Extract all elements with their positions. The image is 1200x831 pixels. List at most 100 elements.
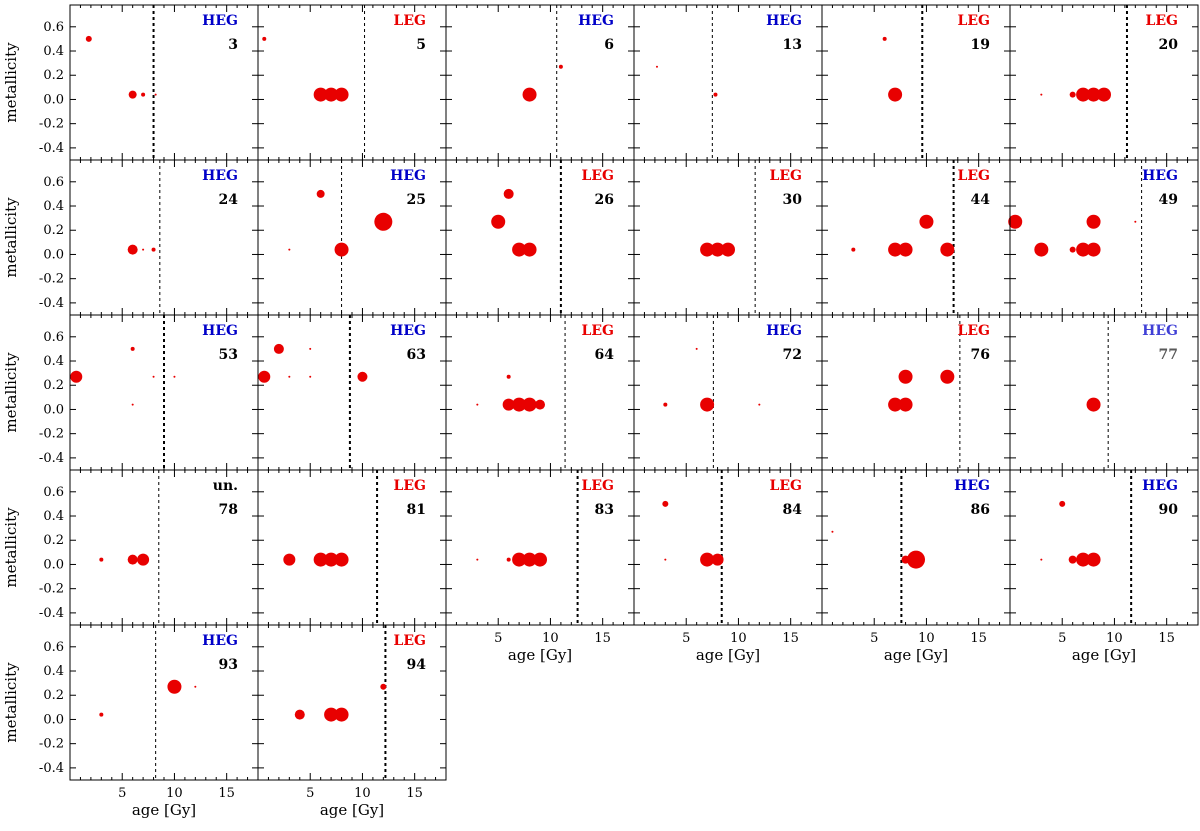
data-point	[522, 87, 537, 102]
panel-53: HEG 53 -0.4 -0.2 0.0 0.2 0.4 0.6 metallicity	[2, 314, 259, 471]
y-tick-label: 0.0	[43, 92, 64, 107]
galaxy-id-label: 25	[407, 192, 426, 208]
x-tick-label: 10	[918, 631, 935, 646]
galaxy-class-label: LEG	[394, 633, 426, 649]
data-point	[512, 552, 527, 567]
data-point	[258, 370, 271, 383]
panel-3: HEG 3 -0.4 -0.2 0.0 0.2 0.4 0.6 metallicity	[2, 4, 259, 161]
panel-78: un. 78 -0.4 -0.2 0.0 0.2 0.4 0.6 metallicity	[2, 469, 259, 626]
data-point	[167, 679, 182, 694]
data-point	[700, 552, 715, 567]
galaxy-class-label: LEG	[394, 478, 426, 494]
data-point	[151, 247, 156, 252]
y-tick-label: -0.4	[39, 141, 64, 156]
data-point	[380, 683, 387, 690]
panel-83: LEG 83 5 10 15 age [Gy]	[445, 469, 635, 664]
x-tick-label: 15	[594, 631, 611, 646]
data-point	[288, 375, 291, 378]
panel-84: LEG 84 5 10 15 age [Gy]	[633, 469, 823, 664]
data-point	[1059, 500, 1066, 507]
y-tick-label: 0.2	[43, 688, 64, 703]
data-point	[1086, 242, 1101, 257]
data-point	[476, 403, 479, 406]
data-point	[940, 242, 955, 257]
y-tick-label: 0.6	[43, 640, 64, 655]
galaxy-class-label: LEG	[958, 168, 990, 184]
galaxy-class-label: LEG	[394, 13, 426, 29]
data-point	[1086, 552, 1101, 567]
data-point	[85, 35, 92, 42]
data-point	[334, 242, 349, 257]
data-point	[1076, 552, 1091, 567]
data-point	[898, 369, 913, 384]
galaxy-class-label: HEG	[1142, 478, 1178, 494]
data-point	[1076, 242, 1091, 257]
data-point	[283, 553, 296, 566]
y-axis-title: metallicity	[2, 197, 20, 278]
x-tick-label: 15	[406, 786, 423, 801]
y-tick-label: 0.2	[43, 68, 64, 83]
data-point	[700, 397, 715, 412]
panel-63: HEG 63	[257, 314, 447, 471]
data-point	[522, 242, 537, 257]
data-point	[831, 530, 834, 533]
galaxy-class-label: HEG	[1142, 323, 1178, 339]
data-point	[1097, 87, 1111, 102]
data-point	[502, 398, 515, 411]
panel-81: LEG 81	[257, 469, 447, 626]
data-point	[1086, 214, 1101, 229]
x-tick-label: 5	[682, 631, 690, 646]
galaxy-id-label: 63	[407, 347, 426, 363]
panel-26: LEG 26	[445, 159, 635, 316]
x-tick-label: 5	[306, 786, 314, 801]
data-point	[309, 347, 312, 350]
data-point	[127, 554, 138, 565]
data-point	[898, 397, 913, 412]
panel-64: LEG 64	[445, 314, 635, 471]
galaxy-id-label: 26	[595, 192, 614, 208]
y-axis-title: metallicity	[2, 662, 20, 743]
data-point	[309, 375, 312, 378]
galaxy-id-label: 81	[407, 502, 426, 518]
y-tick-label: 0.4	[43, 44, 64, 59]
y-tick-label: -0.4	[39, 761, 64, 776]
y-tick-label: 0.0	[43, 712, 64, 727]
data-point	[262, 36, 267, 41]
x-tick-label: 15	[1158, 631, 1175, 646]
data-point	[173, 375, 176, 378]
y-tick-label: -0.4	[39, 296, 64, 311]
data-point	[535, 399, 545, 410]
x-axis-title: age [Gy]	[132, 801, 196, 819]
data-point	[476, 558, 479, 561]
data-point	[374, 212, 393, 231]
galaxy-class-label: HEG	[202, 323, 238, 339]
panel-49: HEG 49	[1008, 159, 1199, 316]
x-axis-title: age [Gy]	[320, 801, 384, 819]
data-point	[334, 552, 349, 567]
x-tick-label: 10	[1106, 631, 1123, 646]
data-point	[324, 87, 339, 102]
y-tick-label: -0.2	[39, 737, 64, 752]
data-point	[99, 557, 104, 562]
x-tick-label: 15	[218, 786, 235, 801]
y-tick-label: -0.2	[39, 117, 64, 132]
galaxy-id-label: 86	[971, 502, 990, 518]
data-point	[288, 248, 291, 251]
data-point	[142, 248, 145, 251]
data-point	[194, 685, 197, 688]
galaxy-class-label: HEG	[578, 13, 614, 29]
y-tick-label: 0.0	[43, 247, 64, 262]
galaxy-class-label: LEG	[770, 478, 802, 494]
y-tick-label: 0.6	[43, 330, 64, 345]
data-point	[882, 36, 887, 41]
data-point	[721, 242, 735, 257]
panel-30: LEG 30	[633, 159, 823, 316]
x-tick-label: 5	[1058, 631, 1066, 646]
galaxy-class-label: HEG	[954, 478, 990, 494]
y-tick-label: -0.2	[39, 582, 64, 597]
panel-25: HEG 25	[257, 159, 447, 316]
data-point	[851, 247, 856, 252]
galaxy-id-label: 6	[604, 37, 614, 53]
panel-5: LEG 5	[257, 4, 447, 161]
galaxy-id-label: 78	[219, 502, 238, 518]
